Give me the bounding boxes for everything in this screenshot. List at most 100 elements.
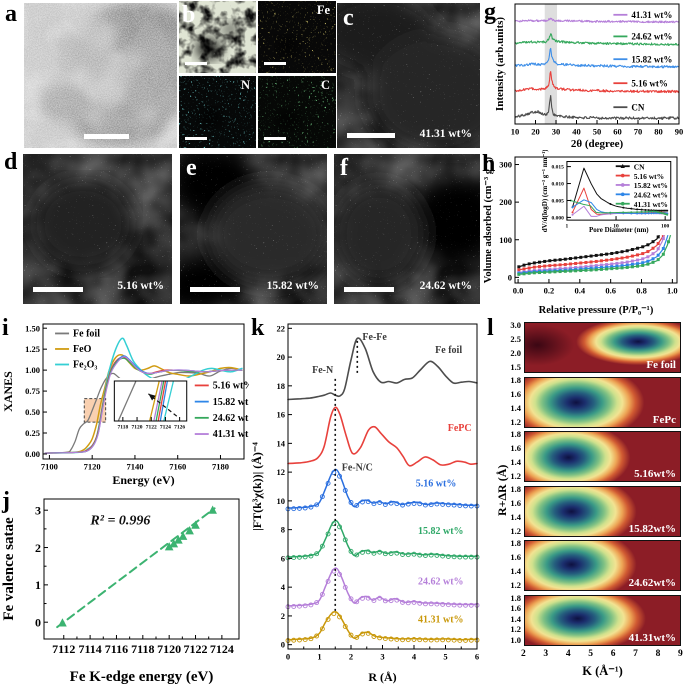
svg-text:14: 14 xyxy=(277,438,286,448)
svg-text:0.2: 0.2 xyxy=(544,286,555,296)
svg-text:CN: CN xyxy=(634,162,645,171)
panel-g-label: g xyxy=(484,0,496,25)
svg-text:0: 0 xyxy=(281,640,285,650)
svg-text:2: 2 xyxy=(35,541,41,555)
panel-a-label: a xyxy=(5,1,17,27)
svg-text:7118: 7118 xyxy=(131,642,154,656)
wavelet-map-label: 15.82wt% xyxy=(628,522,676,535)
svg-text:dV/d(logD) (cm⁻³ g⁻¹ nm⁻¹): dV/d(logD) (cm⁻³ g⁻¹ nm⁻¹) xyxy=(541,150,549,232)
wavelet-map-fepc: FePc xyxy=(524,376,681,428)
svg-text:0.000: 0.000 xyxy=(552,215,565,221)
svg-text:10: 10 xyxy=(613,224,619,230)
wavelet-y-tick: 1.8 xyxy=(510,483,521,494)
svg-text:80: 80 xyxy=(654,127,663,137)
svg-text:7116: 7116 xyxy=(105,642,128,656)
chart-h-isotherm: 0.0 0.2 0.4 0.6 0.8 1.0 0 100 200 300 Relative pre… xyxy=(479,149,683,316)
wavelet-y-tick: 1.6 xyxy=(510,603,521,613)
eds-n-texture xyxy=(179,76,256,148)
svg-text:2θ (degree): 2θ (degree) xyxy=(571,138,624,150)
chart-svg-g: 10 20 30 40 50 60 70 80 90 2θ (degree) Intensity (… xyxy=(494,3,683,150)
svg-text:12: 12 xyxy=(277,467,286,477)
svg-text:7126: 7126 xyxy=(174,425,185,431)
panel-h-label: h xyxy=(482,151,496,177)
svg-text:0: 0 xyxy=(508,272,512,282)
eds-fe-texture xyxy=(258,1,336,73)
svg-text:0.4: 0.4 xyxy=(574,286,585,296)
svg-text:70: 70 xyxy=(634,127,643,137)
svg-text:Fe₂O₃: Fe₂O₃ xyxy=(73,360,97,371)
svg-text:5.16 wt%: 5.16 wt% xyxy=(631,78,668,88)
panel-f-haadf-image: 24.62 wt% xyxy=(334,154,480,304)
chart-svg-h: 0.0 0.2 0.4 0.6 0.8 1.0 0 100 200 300 Relative pre… xyxy=(483,149,678,316)
wavelet-y-tick: 1.6 xyxy=(510,497,521,508)
svg-text:0.010: 0.010 xyxy=(552,182,565,188)
svg-text:0.015: 0.015 xyxy=(552,165,565,171)
panel-d-caption: 5.16 wt% xyxy=(117,280,164,292)
svg-text:1: 1 xyxy=(35,578,41,592)
svg-text:Fe valence satae: Fe valence satae xyxy=(1,517,17,621)
panel-f-label: f xyxy=(340,155,348,181)
panel-b-eds-n-map: N xyxy=(179,76,256,148)
svg-text:2: 2 xyxy=(281,611,285,621)
wavelet-y-tick: 1.8 xyxy=(510,538,521,548)
wavelet-y-tick: 1.4 xyxy=(510,402,521,413)
svg-text:10: 10 xyxy=(511,127,520,137)
svg-text:CN: CN xyxy=(631,102,644,112)
svg-text:7122: 7122 xyxy=(146,425,157,431)
panel-b-eds-c-map: C xyxy=(258,76,336,148)
svg-text:15.82 wt%: 15.82 wt% xyxy=(631,54,672,64)
tem-noise-texture xyxy=(24,3,177,148)
svg-text:Volume adsorbed (cm⁻³ g⁻¹): Volume adsorbed (cm⁻³ g⁻¹) xyxy=(483,156,494,283)
chart-k-exafs: 0 1 2 3 4 5 6 0 2 4 6 8 10 12 14 16 18 20 22 R (Å) |FT(k³χ(k… xyxy=(249,315,480,685)
panel-b-label: b xyxy=(182,2,196,28)
panel-b-eds-overview xyxy=(179,1,256,73)
svg-text:90: 90 xyxy=(675,127,683,137)
wavelet-y-tick: 1.8 xyxy=(510,374,521,385)
panel-c-haadf-image: 41.31 wt% xyxy=(337,3,480,148)
svg-text:41.31 wt%: 41.31 wt% xyxy=(634,200,668,209)
svg-text:24.62 wt%: 24.62 wt% xyxy=(418,576,464,587)
panel-k-label: k xyxy=(251,315,265,341)
eds-overview-texture xyxy=(179,1,256,73)
scale-bar xyxy=(185,137,207,140)
svg-text:Fe-N/C: Fe-N/C xyxy=(342,463,373,474)
panel-d-haadf-image: 5.16 wt% xyxy=(23,154,172,304)
panel-c-label: c xyxy=(343,5,354,31)
wavelet-y-tick: 1.0 xyxy=(510,634,521,645)
wavelet-map-24-62wt-: 24.62wt% xyxy=(524,540,681,591)
svg-text:41.31 wt%: 41.31 wt% xyxy=(418,614,464,625)
wavelet-y-tick: 1.6 xyxy=(510,443,521,453)
svg-text:R (Å): R (Å) xyxy=(368,670,396,684)
panel-e-label: e xyxy=(186,155,197,181)
svg-text:4: 4 xyxy=(412,652,417,662)
svg-text:1.25: 1.25 xyxy=(25,344,40,354)
svg-text:2: 2 xyxy=(349,652,353,662)
svg-text:1.50: 1.50 xyxy=(25,323,40,333)
svg-text:|FT(k³χ(k))| (Å)⁻⁴: |FT(k³χ(k))| (Å)⁻⁴ xyxy=(250,442,264,531)
panel-d-label: d xyxy=(4,149,18,175)
svg-text:1.0: 1.0 xyxy=(667,286,678,296)
panel-j-label: j xyxy=(2,488,10,514)
svg-text:R² = 0.996: R² = 0.996 xyxy=(89,513,150,528)
wavelet-map-label: 41.31wt% xyxy=(628,631,676,644)
svg-text:20: 20 xyxy=(531,127,540,137)
svg-text:15.82 wt%: 15.82 wt% xyxy=(634,181,668,190)
panel-l-wavelet-stack: R+ΔR (Å) Fe foil 3.0 2.5 2.0 1.5 FePc 1.8 1.6 1.4… xyxy=(479,315,683,685)
wavelet-x-tick: 6 xyxy=(610,648,616,659)
svg-text:0.50: 0.50 xyxy=(25,407,40,417)
svg-text:7112: 7112 xyxy=(52,642,75,656)
scale-bar xyxy=(190,287,240,292)
svg-text:Fe foil: Fe foil xyxy=(435,345,462,356)
svg-text:7124: 7124 xyxy=(160,425,171,431)
svg-text:7122: 7122 xyxy=(184,642,208,656)
eds-c-texture xyxy=(258,76,336,148)
svg-text:300: 300 xyxy=(499,160,512,170)
wavelet-y-tick: 1.6 xyxy=(510,388,521,399)
wavelet-y-tick: 1.2 xyxy=(510,580,521,590)
wavelet-map-label: 24.62wt% xyxy=(628,577,676,589)
svg-text:41.31 wt%: 41.31 wt% xyxy=(213,429,249,440)
svg-text:Fe-Fe: Fe-Fe xyxy=(362,332,387,343)
chart-svg-i: 7100 7120 7140 7160 7180 0.00 0.25 0.50 0.75 1.00… xyxy=(1,323,258,487)
